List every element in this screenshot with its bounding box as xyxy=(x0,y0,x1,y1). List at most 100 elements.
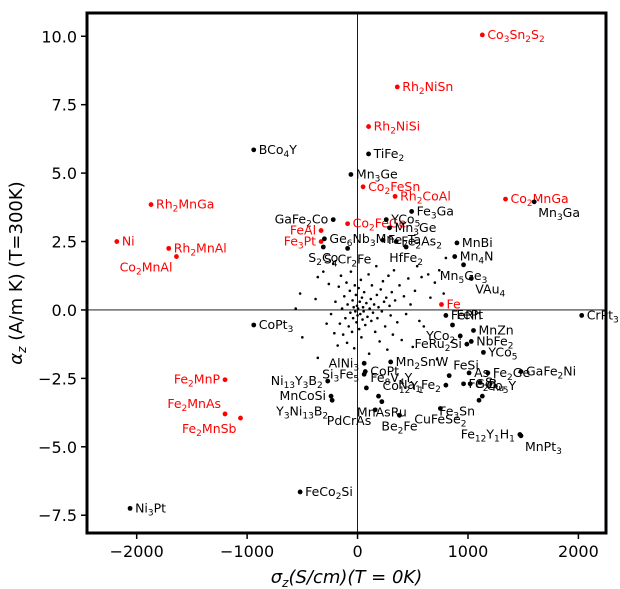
data-point xyxy=(375,264,378,268)
labeled-point-CuFeSe2 xyxy=(437,406,443,411)
point-label-VAu4: VAu4 xyxy=(475,281,505,299)
data-point xyxy=(433,281,437,284)
data-point xyxy=(400,338,404,342)
data-point xyxy=(370,284,374,287)
point-label-GaFe2Co: GaFe2Co xyxy=(275,212,329,230)
y-tick-label: 7.5 xyxy=(52,96,77,115)
plot-frame xyxy=(85,11,608,535)
data-point xyxy=(380,310,384,313)
labeled-point-Fe2MnAs xyxy=(222,411,228,417)
data-point xyxy=(301,336,304,339)
data-point xyxy=(352,346,356,350)
data-point xyxy=(366,315,369,319)
data-point xyxy=(391,333,395,336)
labeled-point-Co5Y xyxy=(479,393,485,399)
data-point xyxy=(409,303,412,306)
data-point xyxy=(349,311,352,314)
labeled-point-CrPt3 xyxy=(579,313,585,318)
labeled-point-Mn3Ge xyxy=(348,172,354,177)
labeled-point-Mn4N xyxy=(452,254,458,259)
point-label-FePt: FePt xyxy=(457,307,484,322)
labeled-point-YCo2 xyxy=(457,333,463,339)
point-label-MnZn: MnZn xyxy=(478,322,513,337)
data-point xyxy=(388,304,391,308)
plot-area xyxy=(85,11,608,535)
point-label-S2Co: S2Co xyxy=(308,250,338,268)
labeled-point-Co3Sn2S2 xyxy=(479,32,485,38)
data-point xyxy=(356,307,360,310)
labeled-point-PdCrAs xyxy=(372,407,378,413)
data-point xyxy=(369,297,373,301)
point-label-Ni: Ni xyxy=(122,234,135,249)
point-label-Rh2MnAl: Rh2MnAl xyxy=(174,240,227,258)
data-point xyxy=(327,282,331,286)
data-point xyxy=(354,293,358,297)
y-tick-label: 2.5 xyxy=(52,233,77,252)
data-point xyxy=(402,294,406,298)
labeled-point-S4Cr2Fe xyxy=(345,245,351,251)
point-label-Fe3Pt: Fe3Pt xyxy=(284,234,316,252)
labeled-point-Fe2MnP xyxy=(222,377,228,383)
point-label-Y3Ni13B2: Y3Ni13B2 xyxy=(275,403,328,421)
labeled-point-Si3Fe5 xyxy=(361,371,367,377)
labeled-point-Na1Fe2 xyxy=(443,382,449,388)
labeled-point-Rh2NiSn xyxy=(394,84,400,90)
labeled-point-Ni13Y3B2 xyxy=(325,378,331,384)
labeled-point-FeRh xyxy=(443,313,449,318)
x-tick-label: 2000 xyxy=(558,542,599,561)
data-point xyxy=(353,284,357,287)
data-point xyxy=(372,303,376,306)
data-point xyxy=(356,314,359,317)
point-label-Fe2MnP: Fe2MnP xyxy=(174,372,221,390)
labeled-point-GaFe2Co xyxy=(330,217,336,223)
point-label-Ni3Pt: Ni3Pt xyxy=(135,500,166,518)
point-label-PdCrAs: PdCrAs xyxy=(327,413,371,428)
point-label-Mn3Ge: Mn3Ge xyxy=(356,166,398,184)
point-label-Fe2MnSb: Fe2MnSb xyxy=(182,421,237,439)
labeled-point-GaFe2Ni xyxy=(518,369,524,374)
labeled-point-AlNi3 xyxy=(361,360,367,366)
labeled-point-NbFe2 xyxy=(468,339,474,344)
point-label-YCo5: YCo5 xyxy=(390,212,420,230)
data-point xyxy=(361,318,364,321)
labeled-point-Ni xyxy=(114,239,120,244)
point-label-Co2MnAl: Co2MnAl xyxy=(120,260,173,278)
point-label-GaFe2Ni: GaFe2Ni xyxy=(526,364,576,382)
labeled-point-Ge6Nb3Mn xyxy=(322,236,327,242)
data-point xyxy=(339,274,343,278)
point-label-Co2FeSn: Co2FeSn xyxy=(368,179,420,197)
data-point xyxy=(413,289,417,293)
data-point xyxy=(359,278,363,282)
data-point xyxy=(418,319,421,323)
data-point xyxy=(376,316,379,320)
point-label-AlNi3: AlNi3 xyxy=(329,355,360,373)
point-label-BCo4Y: BCo4Y xyxy=(259,142,297,160)
labeled-point-As xyxy=(466,370,472,376)
data-point xyxy=(325,322,328,325)
data-point xyxy=(362,310,365,313)
point-label-YCo5: YCo5 xyxy=(487,344,517,362)
labeled-point-FeRu2Si xyxy=(464,341,470,347)
y-tick-label: −2.5 xyxy=(38,369,77,388)
data-point xyxy=(351,299,354,302)
point-label-Fe2Ge: Fe2Ge xyxy=(493,365,531,383)
labeled-point-Fe8V4Y xyxy=(363,385,369,391)
point-label-FeSi: FeSi xyxy=(453,358,479,373)
data-point xyxy=(404,312,408,316)
x-tick-label: 1000 xyxy=(448,542,489,561)
y-tick-label: −7.5 xyxy=(38,506,77,525)
labeled-point-Fe2As2 xyxy=(393,239,399,244)
data-point xyxy=(355,320,358,324)
labeled-point-Fe3Sn xyxy=(476,397,482,403)
data-point xyxy=(342,294,346,298)
point-label-Fe2As2: Fe2As2 xyxy=(401,234,442,252)
data-point xyxy=(370,319,373,323)
data-point xyxy=(357,286,360,290)
y-tick-label: 5.0 xyxy=(52,164,77,183)
data-point xyxy=(347,325,351,328)
point-label-Ni13Y3B2: Ni13Y3B2 xyxy=(271,373,323,391)
x-tick-label: −2000 xyxy=(110,542,164,561)
point-label-Fe2MnAs: Fe2MnAs xyxy=(167,396,221,414)
point-label-Mn4N: Mn4N xyxy=(460,249,494,267)
point-label-MnBi: MnBi xyxy=(462,235,493,250)
